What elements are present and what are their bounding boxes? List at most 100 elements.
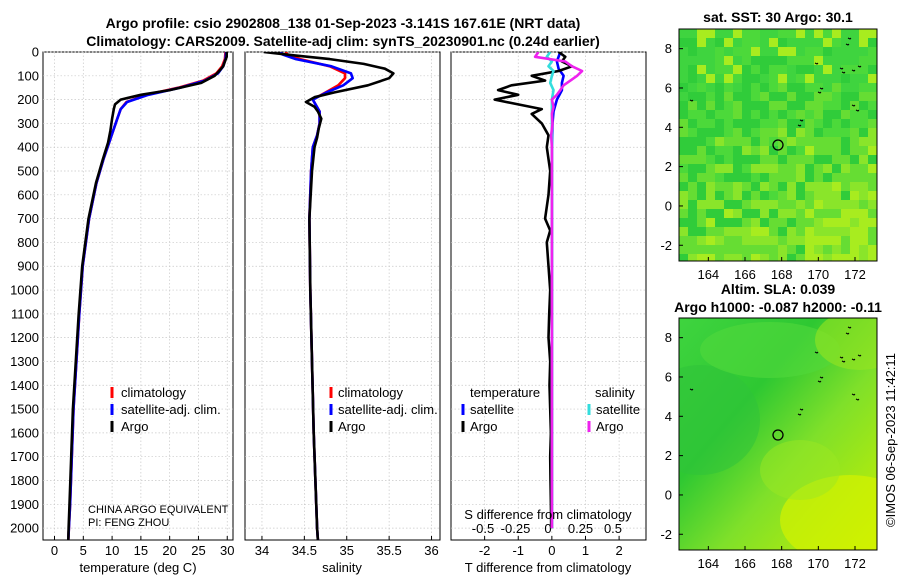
sst-map-cell [823, 209, 832, 218]
lon-tick-label: 170 [807, 267, 829, 282]
sst-map-cell [787, 254, 796, 261]
sst-map-cell [679, 65, 688, 74]
sst-map-cell [769, 254, 778, 261]
sst-map-cell [688, 245, 697, 254]
coastline-fragment [817, 380, 822, 383]
sst-map-cell [850, 218, 859, 227]
sst-map-cell [688, 47, 697, 56]
salinity-tick-labels: 34 34.5 35 35.5 36 [255, 543, 439, 558]
sst-map-cell [841, 83, 850, 92]
x-tick-label: 25 [191, 543, 205, 558]
sst-map-cell [733, 137, 742, 146]
sst-map-cell [823, 101, 832, 110]
sst-map-cell [697, 110, 706, 119]
sst-map-cell [751, 83, 760, 92]
sst-map-cell [706, 146, 715, 155]
sst-map-cell [859, 227, 868, 236]
sst-map-cell [868, 146, 877, 155]
sst-map-cell [841, 173, 850, 182]
depth-tick-label: 700 [17, 211, 39, 226]
sst-map-cell [679, 137, 688, 146]
sst-map-cell [778, 65, 787, 74]
sst-map-cell [706, 29, 715, 38]
sst-map-cell [742, 47, 751, 56]
sst-map-cell [724, 65, 733, 74]
sst-map-cell [850, 227, 859, 236]
salinity-gridlines [245, 51, 440, 540]
depth-tick-label: 100 [17, 68, 39, 83]
sst-map-cell [796, 182, 805, 191]
sst-map-cell [706, 191, 715, 200]
s-tick-label: 0 [544, 521, 551, 536]
legend-climatology-label-2: climatology [338, 385, 404, 400]
sst-map-cell [679, 155, 688, 164]
sst-map-cell [796, 164, 805, 173]
sst-map-cell [832, 200, 841, 209]
sst-map-cell [859, 128, 868, 137]
sst-map-cell [769, 29, 778, 38]
sst-map-cell [769, 182, 778, 191]
sst-map-cell [706, 164, 715, 173]
sst-map-cell [787, 155, 796, 164]
sst-map-cell [778, 74, 787, 83]
sst-map-cell [679, 56, 688, 65]
sst-map-cell [679, 236, 688, 245]
depth-tick-label: 0 [32, 45, 39, 60]
sst-map-cell [751, 200, 760, 209]
sst-map-cell [706, 65, 715, 74]
sst-map-cell [733, 56, 742, 65]
sst-map-cell [859, 56, 868, 65]
sst-map-cell [688, 209, 697, 218]
sst-map-cell [697, 200, 706, 209]
sst-map-cell [697, 227, 706, 236]
sst-map-cell [715, 227, 724, 236]
sst-map-cell [868, 101, 877, 110]
coastline-fragment [814, 62, 819, 65]
sst-map-cell [778, 29, 787, 38]
lat-tick-label: -2 [660, 238, 672, 253]
sst-map-cell [850, 47, 859, 56]
temperature-profile-lines [67, 52, 228, 540]
sst-map-cell [787, 137, 796, 146]
sst-map-cell [742, 191, 751, 200]
sst-map-cell [832, 47, 841, 56]
sst-map-cell [823, 128, 832, 137]
sst-map-cell [850, 173, 859, 182]
sst-map-cell [706, 38, 715, 47]
t-difference-tick-labels: -2 -1 0 1 2 [479, 543, 623, 558]
sst-map-cell [760, 164, 769, 173]
sst-map-cell [805, 182, 814, 191]
sst-map-cell [832, 164, 841, 173]
coastline-fragment [855, 109, 860, 112]
sst-map-cell [814, 245, 823, 254]
sst-map-cell [733, 74, 742, 83]
sst-map-cell [841, 101, 850, 110]
sst-map-cell [688, 191, 697, 200]
sst-map-cell [859, 47, 868, 56]
credit-timestamp: ©IMOS 06-Sep-2023 11:42:11 [883, 353, 898, 527]
sst-map-cell [697, 236, 706, 245]
sst-map-cell [679, 47, 688, 56]
legend-t-argo-label: Argo [470, 419, 497, 434]
sst-map-cell [751, 164, 760, 173]
sst-map-cell [679, 38, 688, 47]
sst-map-cell [832, 29, 841, 38]
sst-map-cell [688, 101, 697, 110]
sst-map-cell [868, 74, 877, 83]
sst-map-cell [841, 164, 850, 173]
sst-map-cell [841, 38, 850, 47]
depth-tick-label: 1600 [10, 425, 39, 440]
sst-map-cell [724, 38, 733, 47]
sst-map-cell [769, 47, 778, 56]
sst-map-cell [742, 92, 751, 101]
sst-map-cell [841, 200, 850, 209]
sst-map-cell [769, 56, 778, 65]
sst-map-cell [814, 236, 823, 245]
sst-map-cell [778, 56, 787, 65]
sst-map-cell [760, 119, 769, 128]
sst-map-cell [751, 29, 760, 38]
sst-map-cell [778, 200, 787, 209]
s-difference-xlabel: S difference from climatology [464, 507, 632, 522]
sst-map-cell [823, 173, 832, 182]
